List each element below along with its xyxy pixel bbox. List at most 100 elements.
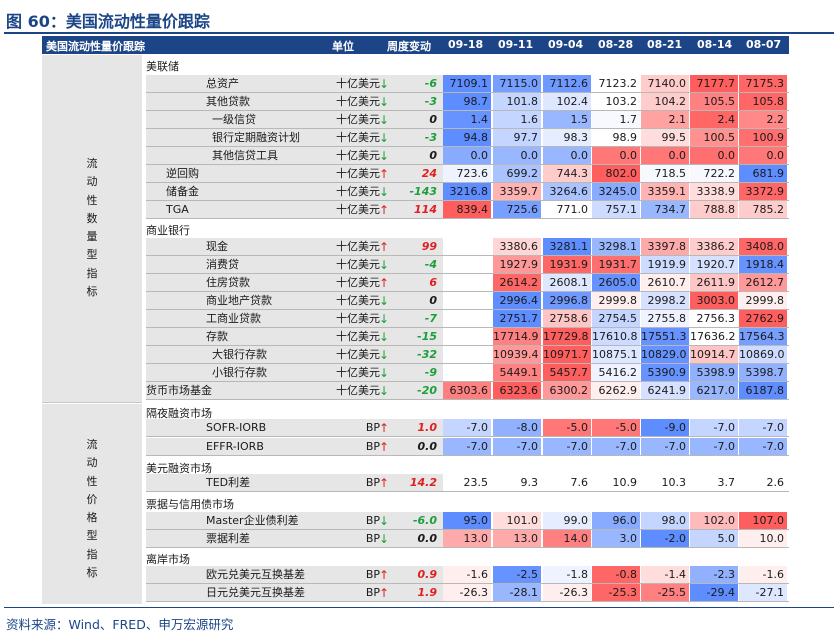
group-label-char: 型 [86,248,98,262]
table-cell: 2758.6 [543,310,591,327]
weekly-change: 114 [414,203,437,216]
table-row: 欧元兑美元互换基差 BP ↑ 0.9 -1.6 -2.5 -1.8 -0.8 -1.4 -2.3-… [146,566,789,584]
row-label-band [146,382,443,399]
table-cell: 6241.9 [641,382,689,399]
table-cell: 13.0 [493,530,541,547]
group-label-char: 流 [86,438,98,451]
table-cell: 10971.7 [543,346,591,363]
table-cell: 2.4 [690,111,738,128]
arrow-up-icon: ↑ [378,586,390,600]
table-cell: 100.5 [690,129,738,146]
table-cell: 2996.8 [543,292,591,309]
weekly-change: -6.0 [412,514,437,527]
row-label-band [146,584,443,601]
table-cell: 2754.5 [592,310,640,327]
table-cell: 2605.0 [592,274,640,291]
row-label: 商业地产贷款 [206,294,272,307]
arrow-up-icon: ↑ [378,476,390,490]
table-cell: 2612.7 [739,274,787,291]
row-divider [146,218,789,219]
table-cell: 5398.7 [739,364,787,381]
table-cell: -28.1 [493,584,541,601]
table-row: Master企业债利差 BP ↓ -6.0 95.0 101.0 99.0 96.0 98.0 1… [146,512,789,530]
table-cell: 95.0 [443,512,491,529]
table-cell: -7.0 [739,438,787,455]
row-divider [146,601,789,602]
table-row: 小银行存款 十亿美元 ↓ -9 5449.1 5457.7 5416.2 5390.9 5398… [146,364,789,382]
weekly-change: -7 [424,312,437,325]
table-cell: 2998.2 [641,292,689,309]
table-row: 储备金 十亿美元 ↓ -143 3216.8 3359.7 3264.6 3245.0 3359… [146,183,789,201]
row-label: 逆回购 [166,167,199,180]
table-cell: 6303.6 [443,382,491,399]
table-cell: -1.6 [443,566,491,583]
table-cell: 101.8 [493,93,541,110]
group-label-char: 量 [86,230,98,244]
table-cell: 13.0 [443,530,491,547]
table-cell: 1920.7 [690,256,738,273]
table-cell: 2756.3 [696,312,736,325]
table-cell: 6300.2 [543,382,591,399]
table-cell: 3216.8 [443,183,491,200]
row-unit: 十亿美元 [336,348,380,361]
table-cell: 1919.9 [641,256,689,273]
table-cell: 1.4 [443,111,491,128]
section-bank: 商业银行 [146,224,190,237]
row-unit: 十亿美元 [336,77,380,90]
header-name: 美国流动性量价跟踪 [46,40,145,53]
weekly-change: 0 [429,113,437,126]
header-unit: 单位 [332,40,354,53]
row-label-band [146,274,443,291]
title-rule [4,32,834,34]
row-label: 票据利差 [206,532,250,545]
weekly-change: -143 [409,185,437,198]
table-cell: -25.5 [641,584,689,601]
table-cell: 3.7 [717,476,736,489]
arrow-down-icon: ↓ [378,330,390,344]
row-divider [146,200,789,201]
weekly-change: -3 [424,95,437,108]
group-label-char: 流 [86,157,98,170]
table-cell: 802.0 [592,165,640,182]
table-cell: 1.7 [592,111,640,128]
table-cell: 17564.3 [739,328,787,345]
table-cell: 23.5 [463,476,489,489]
table-cell: 99.5 [641,129,689,146]
table-cell: 3298.1 [592,238,640,255]
table-cell: 1931.9 [543,256,591,273]
section-bill-credit: 票据与信用债市场 [146,498,234,511]
table-cell: 102.4 [543,93,591,110]
table-cell: 101.0 [493,512,541,529]
table-cell [443,364,491,381]
table-cell: -7.0 [690,419,738,436]
row-divider [146,309,789,310]
table-cell: 699.2 [493,165,541,182]
arrow-down-icon: ↓ [378,294,390,308]
weekly-change: -3 [424,131,437,144]
table-cell: 17729.8 [543,328,591,345]
table-cell: 97.7 [493,129,541,146]
row-label-band [146,328,443,345]
figure-title: 图 60：美国流动性量价跟踪 [6,12,210,31]
table-cell: -2.0 [641,530,689,547]
row-label: 银行定期融资计划 [212,131,300,144]
table-cell: 0.0 [739,147,787,164]
table-cell: -5.0 [543,419,591,436]
footer-rule [4,607,834,608]
table-cell: 3372.9 [739,183,787,200]
weekly-change: -32 [417,348,437,361]
table-cell: 17551.3 [641,328,689,345]
table-cell [443,346,491,363]
table-row: TGA 十亿美元 ↑ 114 839.4 725.6 771.0 757.1 734.7 788.… [146,201,789,219]
table-cell: -7.0 [592,438,640,455]
row-label-band [146,346,443,363]
table-cell [443,292,491,309]
table-cell: 10875.1 [592,346,640,363]
table-cell: 3003.0 [690,292,738,309]
header-date-2: 09-04 [548,38,584,51]
table-cell: 103.2 [605,95,638,108]
table-cell: 2.6 [766,476,785,489]
table-cell: 98.0 [641,512,689,529]
table-cell: -2.5 [493,566,541,583]
arrow-up-icon: ↑ [378,440,390,454]
